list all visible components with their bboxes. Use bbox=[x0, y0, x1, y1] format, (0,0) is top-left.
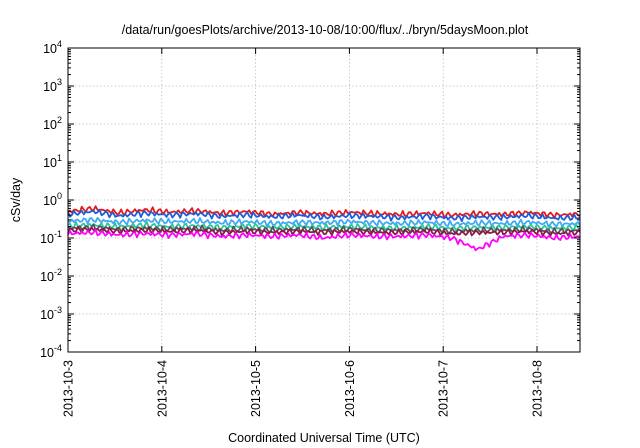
y-tick-exponent: 2 bbox=[57, 115, 62, 125]
x-tick-label: 2013-10-5 bbox=[249, 360, 263, 417]
y-tick-base: 10 bbox=[40, 270, 54, 284]
y-tick-label: 10-1 bbox=[40, 229, 62, 246]
series-line bbox=[67, 225, 581, 237]
series-line bbox=[67, 205, 581, 220]
chart-title: /data/run/goesPlots/archive/2013-10-08/1… bbox=[122, 23, 529, 37]
x-axis-label: Coordinated Universal Time (UTC) bbox=[228, 431, 420, 445]
series-line bbox=[67, 208, 581, 223]
y-tick-base: 10 bbox=[43, 42, 57, 56]
y-tick-base: 10 bbox=[40, 346, 54, 360]
series-layer bbox=[67, 205, 581, 252]
x-axis: 2013-10-3 2013-10-4 2013-10-5 2013-10-6 2013… bbox=[62, 48, 545, 417]
y-tick-exponent: -4 bbox=[54, 343, 62, 353]
grid-lines bbox=[68, 48, 580, 352]
y-tick-label: 10-2 bbox=[40, 267, 62, 284]
series-line bbox=[67, 228, 581, 252]
y-tick-base: 10 bbox=[43, 156, 57, 170]
x-tick-label: 2013-10-4 bbox=[155, 360, 169, 417]
x-tick-label: 2013-10-7 bbox=[437, 360, 451, 417]
y-tick-exponent: 4 bbox=[57, 39, 62, 49]
y-tick-label: 10-3 bbox=[40, 305, 62, 322]
y-tick-base: 10 bbox=[43, 80, 57, 94]
y-tick-label: 104 bbox=[43, 39, 62, 56]
y-tick-label: 103 bbox=[43, 77, 62, 94]
y-tick-exponent: -3 bbox=[54, 305, 62, 315]
y-tick-base: 10 bbox=[40, 232, 54, 246]
x-tick-label: 2013-10-8 bbox=[531, 360, 545, 417]
y-tick-base: 10 bbox=[43, 194, 57, 208]
y-tick-base: 10 bbox=[40, 308, 54, 322]
y-tick-exponent: 3 bbox=[57, 77, 62, 87]
x-tick-label: 2013-10-6 bbox=[343, 360, 357, 417]
y-tick-exponent: -2 bbox=[54, 267, 62, 277]
y-tick-exponent: 0 bbox=[57, 191, 62, 201]
y-axis-label: cSv/day bbox=[9, 177, 23, 222]
y-tick-base: 10 bbox=[43, 118, 57, 132]
y-tick-label: 101 bbox=[43, 153, 62, 170]
y-tick-label: 100 bbox=[43, 191, 62, 208]
x-tick-label: 2013-10-3 bbox=[62, 360, 76, 417]
series-line bbox=[67, 216, 581, 228]
y-tick-label: 102 bbox=[43, 115, 62, 132]
y-tick-exponent: 1 bbox=[57, 153, 62, 163]
y-tick-exponent: -1 bbox=[54, 229, 62, 239]
y-tick-label: 10-4 bbox=[40, 343, 62, 360]
